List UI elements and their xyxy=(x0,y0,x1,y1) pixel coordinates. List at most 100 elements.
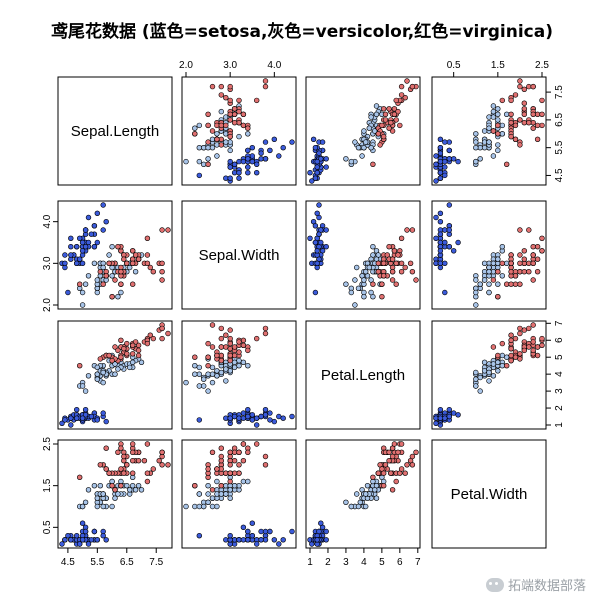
point-virginica xyxy=(76,281,83,287)
point-versicolor xyxy=(363,269,369,275)
point-setosa xyxy=(280,145,286,151)
point-virginica xyxy=(530,83,536,90)
point-virginica xyxy=(409,462,416,468)
point-virginica xyxy=(121,470,127,476)
point-virginica xyxy=(490,344,497,350)
point-setosa xyxy=(323,156,329,162)
point-virginica xyxy=(231,111,238,118)
point-setosa xyxy=(312,239,319,246)
point-virginica xyxy=(413,277,419,283)
point-virginica xyxy=(512,92,519,98)
point-virginica xyxy=(106,352,112,359)
point-versicolor xyxy=(361,294,367,300)
point-setosa xyxy=(91,244,98,250)
point-virginica xyxy=(240,111,247,118)
point-virginica xyxy=(393,281,399,287)
point-setosa xyxy=(82,528,89,535)
point-versicolor xyxy=(236,357,242,364)
point-setosa xyxy=(249,412,256,418)
point-virginica xyxy=(245,125,251,131)
point-versicolor xyxy=(214,478,220,485)
point-versicolor xyxy=(223,131,229,137)
point-virginica xyxy=(130,441,136,447)
point-virginica xyxy=(130,351,136,357)
point-setosa xyxy=(59,541,65,547)
point-setosa xyxy=(437,231,444,237)
point-virginica xyxy=(393,97,399,104)
panel-Petal.Width-vs-Petal.Length xyxy=(305,439,421,549)
point-virginica xyxy=(397,122,403,129)
point-setosa xyxy=(223,537,229,543)
point-virginica xyxy=(517,227,523,233)
panel-Sepal.Length-vs-Petal.Width xyxy=(431,76,547,186)
point-setosa xyxy=(446,156,452,162)
point-setosa xyxy=(446,202,452,208)
point-virginica xyxy=(218,352,225,359)
point-virginica xyxy=(205,363,211,369)
point-setosa xyxy=(437,210,444,217)
point-virginica xyxy=(192,131,198,137)
point-virginica xyxy=(402,94,408,101)
point-virginica xyxy=(398,466,405,472)
point-setosa xyxy=(254,422,260,428)
point-versicolor xyxy=(227,147,233,154)
point-setosa xyxy=(73,532,80,539)
point-virginica xyxy=(375,260,381,266)
point-setosa xyxy=(94,537,101,543)
point-versicolor xyxy=(135,483,142,489)
point-setosa xyxy=(271,136,277,143)
point-virginica xyxy=(130,449,136,455)
point-virginica xyxy=(227,478,233,485)
point-versicolor xyxy=(372,128,378,134)
point-virginica xyxy=(209,487,216,493)
point-virginica xyxy=(121,346,127,352)
point-versicolor xyxy=(183,503,189,510)
point-versicolor xyxy=(85,487,92,493)
point-setosa xyxy=(254,161,260,168)
point-virginica xyxy=(223,332,229,338)
point-setosa xyxy=(223,415,229,421)
point-setosa xyxy=(323,164,329,170)
point-setosa xyxy=(245,156,251,162)
point-setosa xyxy=(289,413,295,420)
point-virginica xyxy=(214,136,220,143)
point-virginica xyxy=(517,252,523,258)
point-versicolor xyxy=(227,368,233,374)
point-virginica xyxy=(109,483,115,489)
point-setosa xyxy=(314,164,320,170)
point-versicolor xyxy=(486,125,492,131)
point-virginica xyxy=(254,97,260,104)
panel-Petal.Length-vs-Sepal.Length xyxy=(57,320,173,430)
point-virginica xyxy=(254,335,260,342)
point-virginica xyxy=(218,92,225,98)
point-versicolor xyxy=(214,131,220,137)
point-virginica xyxy=(495,269,501,275)
point-virginica xyxy=(231,106,238,112)
point-virginica xyxy=(521,327,527,333)
point-virginica xyxy=(103,273,109,279)
point-setosa xyxy=(433,153,439,159)
tick-label-Petal.Width: 2.5 xyxy=(42,437,53,451)
point-setosa xyxy=(240,537,247,543)
point-virginica xyxy=(124,340,130,347)
point-versicolor xyxy=(240,359,247,365)
point-versicolor xyxy=(214,142,220,148)
point-virginica xyxy=(240,122,247,129)
point-versicolor xyxy=(368,145,374,151)
point-virginica xyxy=(508,281,514,287)
point-virginica xyxy=(508,260,514,266)
point-virginica xyxy=(227,97,233,104)
point-versicolor xyxy=(126,487,133,493)
point-versicolor xyxy=(130,359,136,365)
point-versicolor xyxy=(205,491,211,497)
point-virginica xyxy=(490,277,497,283)
point-setosa xyxy=(267,528,273,535)
point-virginica xyxy=(512,335,519,342)
point-virginica xyxy=(165,462,171,468)
point-virginica xyxy=(231,470,238,476)
point-virginica xyxy=(499,97,505,104)
point-versicolor xyxy=(214,368,220,374)
point-virginica xyxy=(205,161,211,168)
tick-label-Sepal.Width: 3.0 xyxy=(223,60,237,71)
point-setosa xyxy=(245,413,251,420)
